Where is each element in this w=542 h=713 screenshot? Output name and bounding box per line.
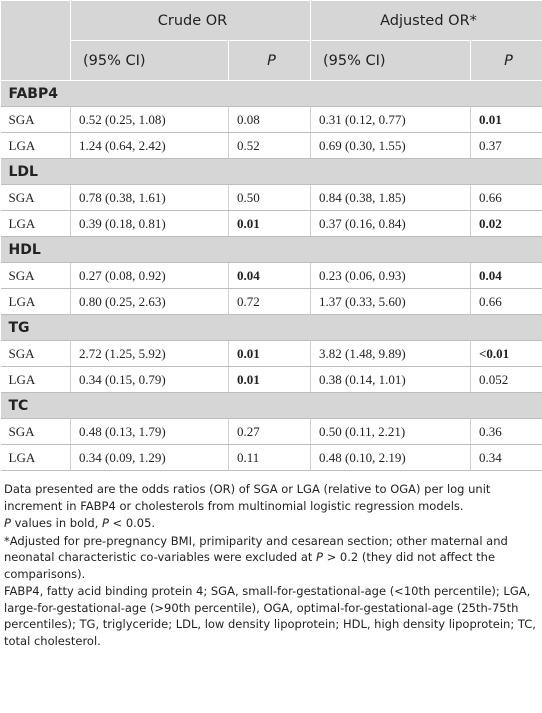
- adjusted-p: 0.052: [470, 366, 542, 393]
- footnotes: Data presented are the odds ratios (OR) …: [0, 471, 542, 649]
- crude-or: 0.52 (0.25, 1.08): [70, 106, 229, 133]
- adjusted-or: 0.84 (0.38, 1.85): [310, 184, 471, 211]
- adjusted-or: 0.50 (0.11, 2.21): [310, 418, 471, 445]
- row-label: LGA: [0, 210, 71, 237]
- header-cell: (95% CI): [310, 40, 471, 81]
- footnote-text: values in bold,: [10, 516, 102, 530]
- data-row: SGA 0.27 (0.08, 0.92) 0.04 0.23 (0.06, 0.93…: [0, 262, 542, 289]
- row-label: SGA: [0, 340, 71, 367]
- footnote-text: < 0.05.: [108, 516, 156, 530]
- crude-p: 0.50: [228, 184, 311, 211]
- crude-p: 0.01: [228, 340, 311, 367]
- footnote-text: P: [4, 516, 11, 530]
- adjusted-or: 0.37 (0.16, 0.84): [310, 210, 471, 237]
- adjusted-p: 0.34: [470, 444, 542, 471]
- adjusted-p: 0.66: [470, 184, 542, 211]
- data-row: LGA 1.24 (0.64, 2.42) 0.52 0.69 (0.30, 1.55…: [0, 132, 542, 159]
- data-row: SGA 0.48 (0.13, 1.79) 0.27 0.50 (0.11, 2.21…: [0, 418, 542, 445]
- data-row: SGA 0.52 (0.25, 1.08) 0.08 0.31 (0.12, 0.77…: [0, 106, 542, 133]
- data-row: LGA 0.34 (0.15, 0.79) 0.01 0.38 (0.14, 1.01…: [0, 366, 542, 393]
- crude-p: 0.27: [228, 418, 311, 445]
- adjusted-p: <0.01: [470, 340, 542, 367]
- row-label: SGA: [0, 106, 71, 133]
- crude-or: 0.27 (0.08, 0.92): [70, 262, 229, 289]
- crude-or: 2.72 (1.25, 5.92): [70, 340, 229, 367]
- row-label: LGA: [0, 288, 71, 315]
- crude-or: 0.80 (0.25, 2.63): [70, 288, 229, 315]
- adjusted-p: 0.02: [470, 210, 542, 237]
- footnote: *Adjusted for pre-pregnancy BMI, primipa…: [4, 533, 538, 583]
- group-title: FABP4: [0, 80, 542, 107]
- row-label: LGA: [0, 366, 71, 393]
- row-label: LGA: [0, 444, 71, 471]
- adjusted-p: 0.66: [470, 288, 542, 315]
- adjusted-p: 0.01: [470, 106, 542, 133]
- crude-p: 0.08: [228, 106, 311, 133]
- header-cell: P: [228, 40, 311, 81]
- group-title: HDL: [0, 236, 542, 263]
- footnote-text: P: [316, 550, 323, 564]
- crude-p: 0.01: [228, 210, 311, 237]
- crude-or: 0.34 (0.15, 0.79): [70, 366, 229, 393]
- adjusted-p: 0.04: [470, 262, 542, 289]
- group-title: LDL: [0, 158, 542, 185]
- adjusted-or: 0.38 (0.14, 1.01): [310, 366, 471, 393]
- adjusted-or: 0.69 (0.30, 1.55): [310, 132, 471, 159]
- adjusted-p: 0.37: [470, 132, 542, 159]
- footnote: P values in bold, P < 0.05.: [4, 515, 538, 532]
- adjusted-p: 0.36: [470, 418, 542, 445]
- adjusted-or: 0.48 (0.10, 2.19): [310, 444, 471, 471]
- group-title: TG: [0, 314, 542, 341]
- group-row: HDL: [0, 236, 542, 263]
- footnote: Data presented are the odds ratios (OR) …: [4, 481, 538, 514]
- crude-or: 0.34 (0.09, 1.29): [70, 444, 229, 471]
- crude-or: 0.48 (0.13, 1.79): [70, 418, 229, 445]
- group-row: TG: [0, 314, 542, 341]
- adjusted-or: 0.23 (0.06, 0.93): [310, 262, 471, 289]
- footnote: FABP4, fatty acid binding protein 4; SGA…: [4, 583, 538, 649]
- group-row: FABP4: [0, 80, 542, 107]
- row-label: LGA: [0, 132, 71, 159]
- data-row: LGA 0.34 (0.09, 1.29) 0.11 0.48 (0.10, 2.19…: [0, 444, 542, 471]
- crude-p: 0.04: [228, 262, 311, 289]
- header-group: Crude OR: [70, 0, 311, 41]
- data-row: LGA 0.80 (0.25, 2.63) 0.72 1.37 (0.33, 5.60…: [0, 288, 542, 315]
- crude-or: 0.78 (0.38, 1.61): [70, 184, 229, 211]
- row-label: SGA: [0, 262, 71, 289]
- row-label: SGA: [0, 418, 71, 445]
- header-corner: [0, 0, 71, 81]
- group-row: TC: [0, 392, 542, 419]
- group-title: TC: [0, 392, 542, 419]
- data-row: LGA 0.39 (0.18, 0.81) 0.01 0.37 (0.16, 0.84…: [0, 210, 542, 237]
- footnote-text: P: [101, 516, 109, 530]
- crude-or: 1.24 (0.64, 2.42): [70, 132, 229, 159]
- crude-p: 0.52: [228, 132, 311, 159]
- adjusted-or: 1.37 (0.33, 5.60): [310, 288, 471, 315]
- header-row: Crude OR Adjusted OR*: [0, 0, 542, 81]
- footnote-text: *Adjusted for pre-pregnancy BMI, primipa…: [4, 533, 508, 565]
- crude-p: 0.11: [228, 444, 311, 471]
- data-row: SGA 2.72 (1.25, 5.92) 0.01 3.82 (1.48, 9.89…: [0, 340, 542, 367]
- header-group: Adjusted OR*: [310, 0, 542, 41]
- crude-p: 0.72: [228, 288, 311, 315]
- results-table: Crude OR Adjusted OR* (95% CI) P (95% CI) P F…: [0, 0, 542, 471]
- header-cell: P: [470, 40, 542, 81]
- header-row: (95% CI) P (95% CI) P: [1, 40, 542, 81]
- footnote-text: FABP4, fatty acid binding protein 4; SGA…: [4, 584, 536, 648]
- crude-p: 0.01: [228, 366, 311, 393]
- adjusted-or: 3.82 (1.48, 9.89): [310, 340, 471, 367]
- crude-or: 0.39 (0.18, 0.81): [70, 210, 229, 237]
- row-label: SGA: [0, 184, 71, 211]
- header-cell: (95% CI): [70, 40, 229, 81]
- footnote-text: Data presented are the odds ratios (OR) …: [4, 482, 491, 513]
- data-row: SGA 0.78 (0.38, 1.61) 0.50 0.84 (0.38, 1.85…: [0, 184, 542, 211]
- footnote-text: > 0.2 (they did not affect the compariso…: [4, 550, 496, 581]
- group-row: LDL: [0, 158, 542, 185]
- adjusted-or: 0.31 (0.12, 0.77): [310, 106, 471, 133]
